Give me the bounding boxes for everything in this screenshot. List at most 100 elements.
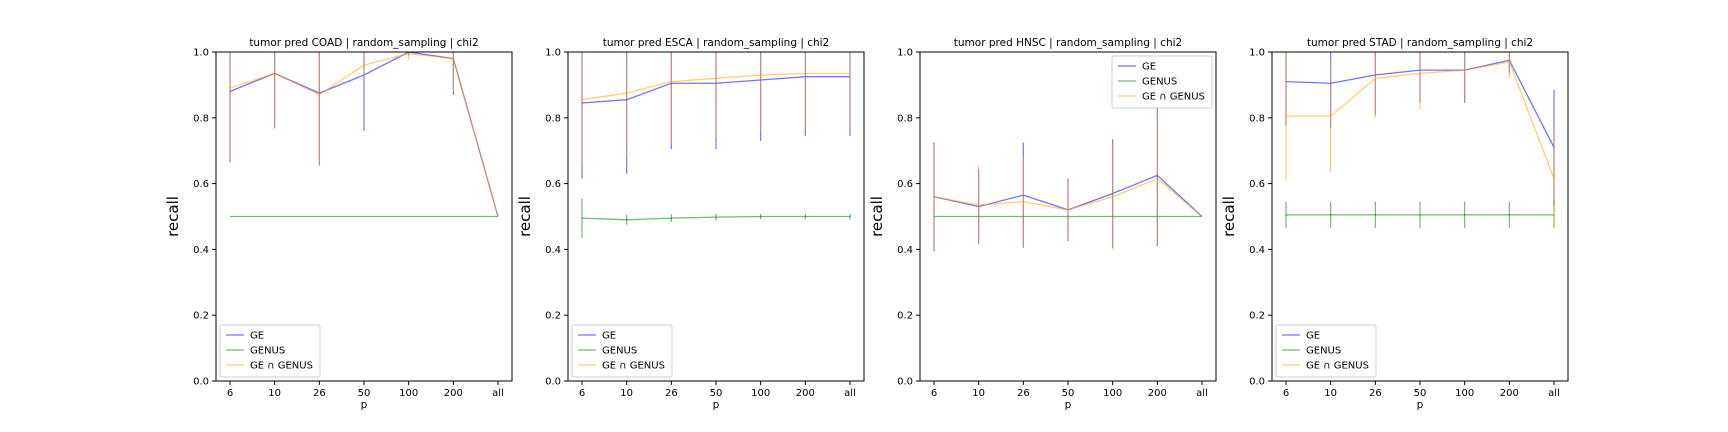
- data-point: [1463, 214, 1465, 216]
- data-point: [1201, 215, 1203, 217]
- x-tick-label: 200: [1148, 388, 1167, 399]
- x-tick-label: 200: [796, 388, 815, 399]
- legend-label: GE ∩ GENUS: [1142, 92, 1205, 103]
- series-ge-genus: [229, 52, 499, 217]
- data-point: [625, 92, 627, 94]
- x-tick-label: 10: [268, 388, 281, 399]
- data-point: [452, 57, 454, 59]
- y-tick-label: 0.4: [545, 245, 561, 256]
- y-tick-label: 1.0: [193, 48, 209, 59]
- series-genus: [581, 198, 851, 238]
- x-tick-label: 200: [1500, 388, 1519, 399]
- x-tick-label: 6: [227, 388, 233, 399]
- data-point: [1329, 115, 1331, 117]
- data-point: [318, 94, 320, 96]
- x-tick-label: 26: [313, 388, 326, 399]
- y-tick-label: 1.0: [897, 48, 913, 59]
- series-line: [933, 177, 1203, 217]
- data-point: [229, 215, 231, 217]
- legend-label: GENUS: [250, 346, 285, 357]
- y-tick-label: 0.6: [193, 179, 209, 190]
- legend-label: GE ∩ GENUS: [602, 361, 665, 372]
- data-point: [1285, 214, 1287, 216]
- legend: GE GENUS GE ∩ GENUS: [1275, 324, 1377, 378]
- x-tick-label: 100: [1455, 388, 1474, 399]
- data-point: [318, 215, 320, 217]
- data-point: [759, 74, 761, 76]
- data-point: [1022, 200, 1024, 202]
- y-tick-label: 1.0: [545, 48, 561, 59]
- y-tick-label: 0.8: [545, 113, 561, 124]
- y-tick-label: 0.2: [545, 311, 561, 322]
- y-tick-label: 0.2: [193, 311, 209, 322]
- y-tick-label: 0.0: [1249, 377, 1265, 388]
- x-tick-label: 50: [1062, 388, 1075, 399]
- x-tick-label: all: [844, 388, 856, 399]
- x-tick-label: 100: [399, 388, 418, 399]
- series-ge-genus: [933, 112, 1203, 250]
- x-tick-label: 50: [710, 388, 723, 399]
- y-tick-label: 0.8: [897, 113, 913, 124]
- series-genus: [1285, 201, 1555, 229]
- data-point: [363, 215, 365, 217]
- data-point: [1374, 214, 1376, 216]
- data-point: [273, 215, 275, 217]
- data-point: [1508, 61, 1510, 63]
- x-tick-label: 100: [1103, 388, 1122, 399]
- x-tick-label: 10: [972, 388, 985, 399]
- x-tick-label: 100: [751, 388, 770, 399]
- x-tick-label: 26: [665, 388, 678, 399]
- legend-label: GENUS: [602, 346, 637, 357]
- legend-label: GE ∩ GENUS: [250, 361, 313, 372]
- legend: GE GENUS GE ∩ GENUS: [571, 324, 673, 378]
- data-point: [497, 215, 499, 217]
- y-tick-label: 0.8: [193, 113, 209, 124]
- y-tick-label: 0.2: [1249, 311, 1265, 322]
- series-line: [581, 72, 850, 101]
- y-tick-label: 0.0: [897, 377, 913, 388]
- x-tick-label: 6: [579, 388, 585, 399]
- legend-label: GENUS: [1306, 346, 1341, 357]
- legend-box: [1111, 55, 1213, 109]
- y-tick-label: 0.4: [897, 245, 913, 256]
- y-tick-label: 0.6: [897, 179, 913, 190]
- legend-label: GE: [1142, 62, 1156, 73]
- legend-box: [1275, 324, 1377, 378]
- data-point: [1463, 69, 1465, 71]
- series-line: [581, 215, 850, 221]
- legend-box: [571, 324, 673, 378]
- x-tick-label: 26: [1369, 388, 1382, 399]
- data-point: [804, 215, 806, 217]
- data-point: [273, 72, 275, 74]
- y-axis-label: recall: [868, 196, 886, 237]
- x-tick-label: 10: [620, 388, 633, 399]
- data-point: [715, 216, 717, 218]
- data-point: [977, 204, 979, 206]
- y-axis-label: recall: [516, 196, 534, 237]
- data-point: [407, 52, 409, 54]
- y-tick-label: 0.8: [1249, 113, 1265, 124]
- data-point: [229, 87, 231, 89]
- legend-label: GENUS: [1142, 77, 1177, 88]
- x-axis-label: p: [361, 399, 368, 411]
- chart-title: tumor pred STAD | random_sampling | chi2: [1307, 37, 1533, 49]
- data-point: [407, 215, 409, 217]
- data-point: [1156, 177, 1158, 179]
- legend: GE GENUS GE ∩ GENUS: [219, 324, 321, 378]
- x-tick-label: 50: [358, 388, 371, 399]
- data-point: [1419, 72, 1421, 74]
- data-point: [1553, 177, 1555, 179]
- data-point: [759, 215, 761, 217]
- data-point: [1508, 214, 1510, 216]
- data-point: [581, 217, 583, 219]
- series-line: [229, 52, 499, 217]
- data-point: [1067, 209, 1069, 211]
- data-point: [715, 77, 717, 79]
- series-ge-genus: [1285, 52, 1555, 229]
- data-point: [670, 217, 672, 219]
- data-point: [363, 64, 365, 66]
- data-point: [670, 80, 672, 82]
- chart-panel-1: tumor pred COAD | random_sampling | chi2…: [164, 37, 513, 411]
- y-tick-label: 0.0: [193, 377, 209, 388]
